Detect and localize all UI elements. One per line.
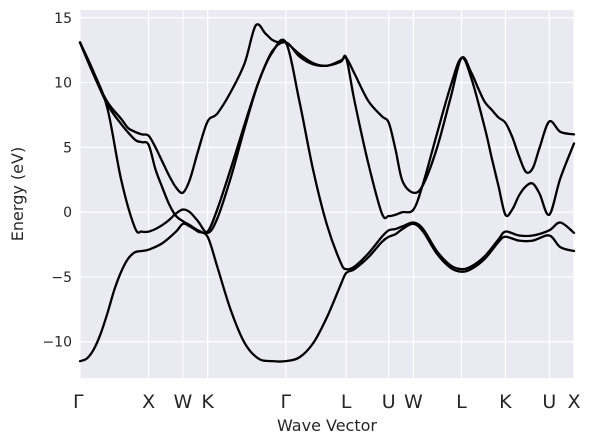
series-layer: [78, 23, 576, 363]
x-tick-label: Γ: [281, 391, 292, 413]
y-tick-label: 15: [54, 11, 72, 27]
grid-lines: [79, 10, 575, 378]
y-tick-label: −10: [42, 335, 72, 351]
x-tick-label: U: [542, 391, 556, 413]
y-tick-label: 0: [63, 205, 72, 221]
x-tick-label: K: [499, 391, 512, 413]
x-tick-label: U: [382, 391, 396, 413]
x-tick-label: X: [567, 391, 580, 413]
x-tick-label: Γ: [73, 391, 84, 413]
x-tick-label: W: [404, 391, 423, 413]
x-tick-label: L: [341, 391, 352, 413]
y-tick-label: −5: [51, 270, 72, 286]
y-tick-label: 10: [54, 76, 72, 92]
band-line-2: [78, 38, 576, 271]
band-line-1: [78, 222, 576, 363]
x-axis-title: Wave Vector: [277, 416, 377, 435]
x-tick-label: W: [174, 391, 193, 413]
y-axis-title: Energy (eV): [8, 147, 27, 241]
x-tick-label: L: [456, 391, 467, 413]
x-tick-label: K: [201, 391, 214, 413]
y-tick-labels: −10 −5 0 5 10 15: [42, 11, 72, 351]
x-tick-label: X: [142, 391, 155, 413]
y-tick-label: 5: [63, 140, 72, 156]
band-line-4: [78, 23, 576, 195]
